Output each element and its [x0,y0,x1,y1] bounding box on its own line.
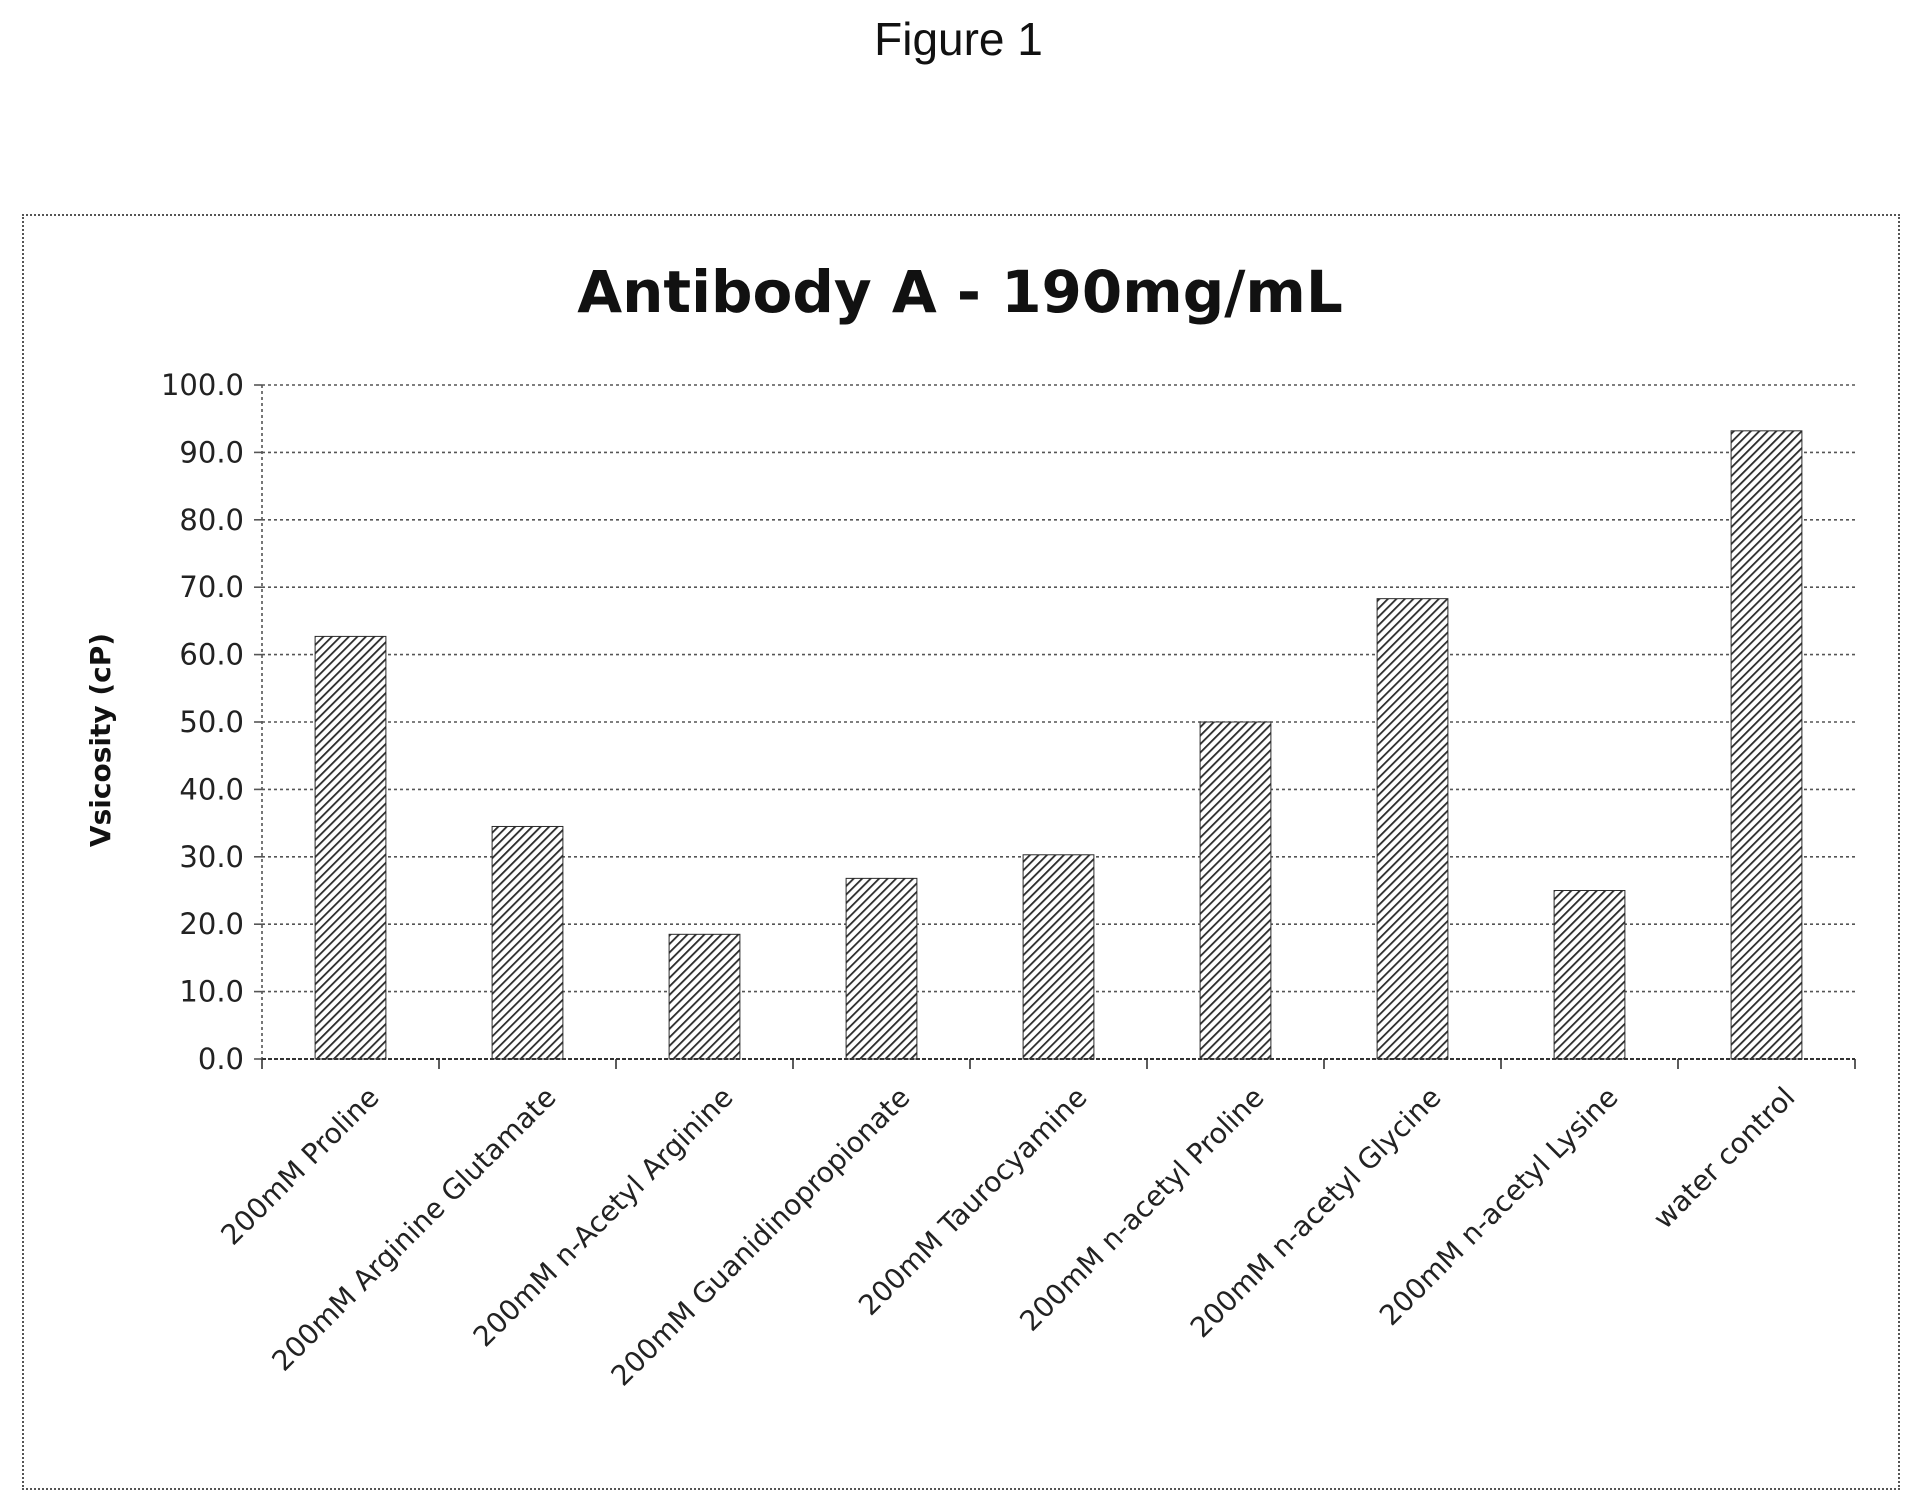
y-tick-label: 60.0 [179,638,244,672]
y-tick-label: 20.0 [179,907,244,941]
bar [668,933,741,1060]
figure-label: Figure 1 [874,13,1043,65]
y-tick-label: 40.0 [179,772,244,806]
y-tick-label: 90.0 [179,435,244,469]
x-axis [261,385,1856,1069]
y-axis-label: Vsicosity (cP) [84,633,117,847]
bars [314,430,1803,1060]
bar [1730,430,1803,1060]
x-tick-label: 200mM Guanidinopropionate [605,1081,917,1393]
bar [491,825,564,1060]
y-tick-label: 70.0 [179,570,244,604]
bar [1553,890,1626,1060]
y-tick-label: 30.0 [179,840,244,874]
bar [1022,854,1095,1060]
bar [314,635,387,1060]
y-axis-ticks: 0.0 10.0 20.0 30.0 40.0 50.0 60.0 70.0 80.0 90.0 1… [161,368,262,1076]
y-tick-label: 80.0 [179,503,244,537]
bar [1199,721,1272,1060]
x-tick-label: water control [1647,1081,1802,1236]
y-tick-label: 50.0 [179,705,244,739]
chart-title: Antibody A - 190mg/mL [577,258,1343,326]
x-tick-label: 200mM Proline [215,1081,386,1252]
x-tick-label: 200mM Arginine Glutamate [266,1081,563,1378]
bar [845,877,918,1060]
y-tick-label: 10.0 [179,975,244,1009]
y-tick-label: 0.0 [198,1042,244,1076]
y-tick-label: 100.0 [161,368,244,402]
bar [1376,598,1449,1060]
chart-frame [22,214,1900,1490]
